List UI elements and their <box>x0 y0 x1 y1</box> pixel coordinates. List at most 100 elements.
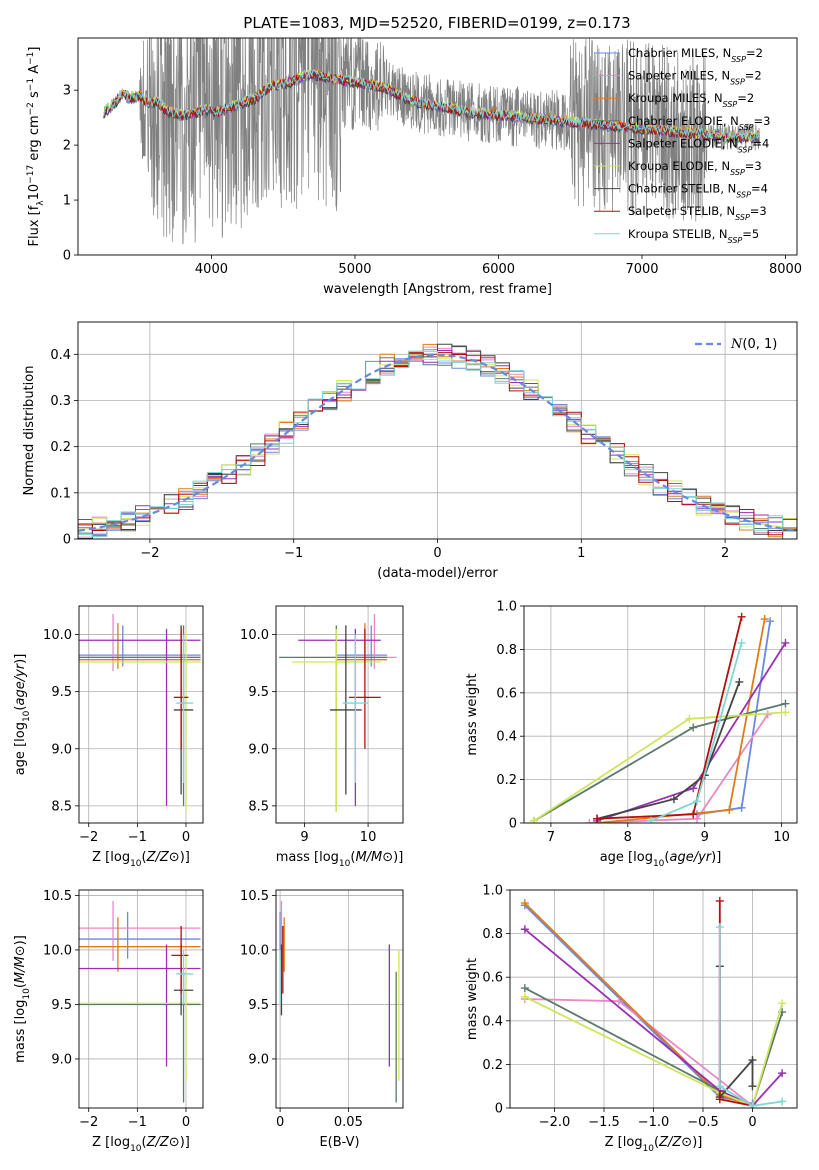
weight-vs-age-xlabel: age [log10(age/yr)] <box>600 850 722 869</box>
weight-vs-age-lines <box>529 612 790 823</box>
y-tick-label: 9.0 <box>51 1052 72 1067</box>
weight-marker <box>725 805 734 814</box>
weight-marker <box>685 714 694 723</box>
spectrum-frame <box>77 37 798 256</box>
mass-vs-EBV-xlabel: E(B-V) <box>319 1135 359 1150</box>
weight-vs-Z-axes: −2.0 −1.5 −1.0 −0.5 0 0 0.2 0.4 0.6 0.8 1.0 <box>482 884 797 1130</box>
weight-line-salpeter-elodie <box>596 642 787 822</box>
age-vs-Z-frame <box>78 605 204 824</box>
weight-marker <box>781 638 790 647</box>
spectrum-axes: 4000 5000 6000 7000 8000 0 1 2 3 <box>63 84 802 277</box>
weight-vs-Z-ylabel: mass weight <box>465 958 480 1040</box>
spectrum-xlabel: wavelength [Angstrom, rest frame] <box>323 282 552 297</box>
y-tick-label: 0.8 <box>482 927 503 942</box>
weight-marker <box>693 814 702 823</box>
mass-vs-EBV-axes: 0 0.05 9.0 9.5 10.0 10.5 <box>240 889 403 1130</box>
weight-marker <box>715 923 724 932</box>
weight-line-kroupa-stelib <box>718 927 783 1107</box>
y-tick-label: 0.6 <box>482 971 503 986</box>
weight-marker <box>593 814 602 823</box>
x-tick-label: 0.05 <box>334 1115 363 1130</box>
weight-marker <box>520 925 529 934</box>
y-tick-label: 0.3 <box>50 394 71 409</box>
age-vs-mass-frame <box>275 605 404 824</box>
legend-entry: Kroupa MILES, NSSP=2 <box>628 91 754 109</box>
y-tick-label: 0.2 <box>482 1058 503 1073</box>
x-tick-label: 7000 <box>625 262 658 277</box>
weight-line-chabrier-miles <box>524 904 753 1105</box>
legend-entry: Kroupa STELIB, NSSP=5 <box>628 227 759 245</box>
spectrum-ylabel: Flux [fλ10−17 erg cm−2 s−1 A−1] <box>26 47 46 247</box>
y-tick-label: 8.5 <box>51 799 72 814</box>
weight-marker <box>748 1056 757 1065</box>
weight-marker <box>520 984 529 993</box>
y-tick-label: 0.4 <box>482 1014 503 1029</box>
y-tick-label: 0.8 <box>496 643 517 658</box>
legend-entry: Chabrier ELODIE, NSSP=3 <box>628 114 770 132</box>
weight-marker <box>778 999 787 1008</box>
y-tick-label: 9.5 <box>248 998 269 1013</box>
legend-entry: Chabrier STELIB, NSSP=4 <box>628 182 768 200</box>
y-tick-label: 9.5 <box>51 998 72 1013</box>
y-tick-label: 10.0 <box>43 628 72 643</box>
weight-vs-Z-lines <box>520 896 787 1108</box>
y-tick-label: 9.5 <box>51 685 72 700</box>
legend-entry: Chabrier MILES, NSSP=2 <box>628 46 763 64</box>
mass-vs-Z-xlabel: Z [log10(Z/Z⊙)] <box>92 1135 190 1154</box>
x-tick-label: 9 <box>701 830 709 845</box>
y-tick-label: 1 <box>63 194 71 209</box>
model-spectrum-chabrier-stelib <box>103 70 760 144</box>
y-tick-label: 0.1 <box>50 486 71 501</box>
weight-marker <box>737 803 746 812</box>
weight-marker <box>520 992 529 1001</box>
mass-vs-Z-ylabel: mass [log10(M/M⊙)] <box>13 935 32 1063</box>
weight-marker <box>760 615 769 624</box>
x-tick-label: −1.5 <box>588 1115 620 1130</box>
mass-vs-Z-errorbars <box>79 900 201 1103</box>
x-tick-label: 8 <box>624 830 632 845</box>
weight-marker <box>737 612 746 621</box>
y-tick-label: 1.0 <box>496 600 517 615</box>
residuals-xlabel: (data-model)/error <box>377 566 498 581</box>
weight-line-salpeter-elodie <box>524 928 783 1107</box>
legend-entry: Salpeter STELIB, NSSP=3 <box>628 204 767 222</box>
mass-vs-EBV-frame <box>275 889 404 1109</box>
weight-vs-age-axes: 7 8 9 10 0 0.2 0.4 0.6 0.8 1.0 <box>496 600 797 845</box>
weight-line-chabrier-stelib <box>596 681 741 820</box>
weight-marker <box>689 784 698 793</box>
weight-marker <box>778 1097 787 1106</box>
weight-marker <box>778 1069 787 1078</box>
y-tick-label: 8.5 <box>248 799 269 814</box>
weight-vs-Z-frame <box>509 889 798 1109</box>
legend-entry: Salpeter ELODIE, NSSP=4 <box>628 136 769 154</box>
y-tick-label: 10.5 <box>43 889 72 904</box>
age-vs-Z-errorbars <box>79 613 201 812</box>
y-tick-label: 9.0 <box>248 742 269 757</box>
x-tick-label: 1 <box>577 546 585 561</box>
model-spectrum-salpeter-stelib <box>103 71 760 143</box>
x-tick-label: 4000 <box>195 262 228 277</box>
x-tick-label: −2 <box>140 546 159 561</box>
y-tick-label: 10.0 <box>240 943 269 958</box>
weight-vs-Z-xlabel: Z [log10(Z/Z⊙)] <box>605 1135 703 1154</box>
x-tick-label: 10 <box>360 830 377 845</box>
weight-marker <box>529 816 538 823</box>
weight-line-salpeter-stelib <box>718 900 753 1107</box>
weight-marker <box>715 1095 724 1104</box>
weight-marker <box>737 638 746 647</box>
residuals-axes: −2 −1 0 1 2 0 0.1 0.2 0.3 0.4 <box>50 322 797 561</box>
age-vs-mass-errorbars <box>279 613 397 812</box>
x-tick-label: −2 <box>79 1115 98 1130</box>
x-tick-label: −1 <box>128 1115 147 1130</box>
x-tick-label: −2 <box>79 830 98 845</box>
x-tick-label: −0.5 <box>687 1115 719 1130</box>
age-vs-mass-xlabel: mass [log10(M/M⊙)] <box>276 850 404 869</box>
residuals-ylabel: Normed distribution <box>22 366 37 496</box>
weight-marker <box>689 723 698 732</box>
y-tick-label: 0 <box>495 1102 503 1117</box>
weight-line-chabrier-stelib <box>718 966 754 1100</box>
x-tick-label: 10 <box>773 830 790 845</box>
figure-title: PLATE=1083, MJD=52520, FIBERID=0199, z=0… <box>243 14 630 32</box>
x-tick-label: 0 <box>182 830 190 845</box>
